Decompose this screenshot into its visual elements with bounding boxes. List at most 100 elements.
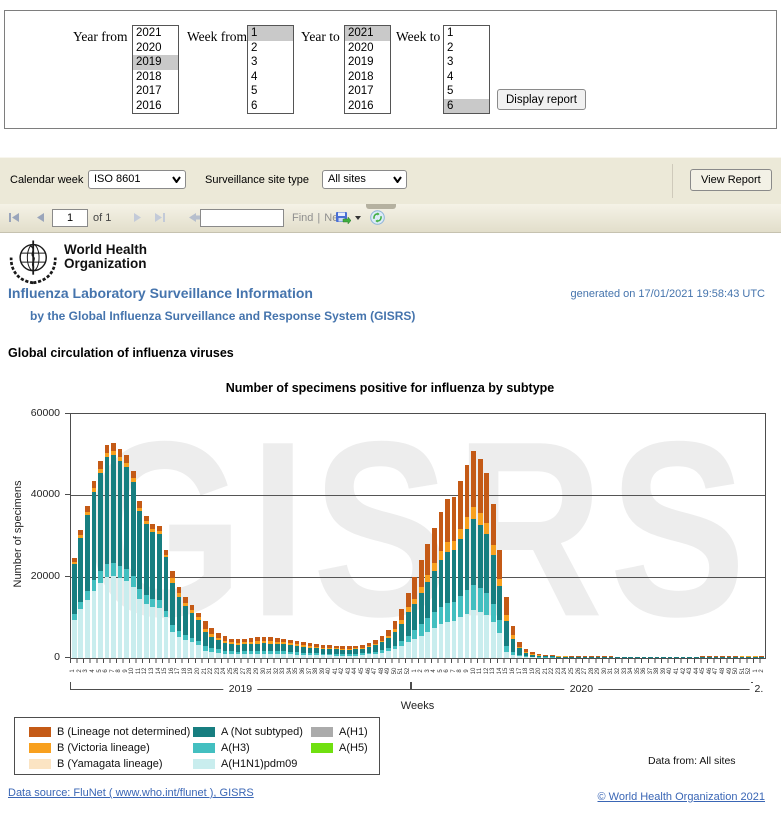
year-group-2.: 2. <box>749 682 769 695</box>
y-tick-label: 40000 <box>30 488 60 501</box>
week-from-option[interactable]: 3 <box>248 55 293 70</box>
who-logo <box>9 240 57 285</box>
legend-chip-h3 <box>193 743 215 753</box>
y-tick-mark <box>65 575 70 577</box>
copyright-link[interactable]: © World Health Organization 2021 <box>597 791 766 803</box>
first-page-icon[interactable] <box>8 211 22 224</box>
bar-week-24 <box>222 414 229 658</box>
year-from-option[interactable]: 2021 <box>133 26 178 41</box>
year-to-option[interactable]: 2016 <box>345 98 390 113</box>
week-to-option[interactable]: 4 <box>444 69 489 84</box>
search-input[interactable] <box>200 209 284 227</box>
week-tick-labels: 1 2 3 4 5 6 7 8 9 10 11 12 13 14 15 16 17 18 19 20 21 22 23 24 2… <box>70 664 766 679</box>
bar-week-74 <box>549 414 556 658</box>
week-from-option[interactable]: 6 <box>248 98 293 113</box>
bar-week-93 <box>673 414 680 658</box>
week-from-option[interactable]: 2 <box>248 40 293 55</box>
week-to-option[interactable]: 5 <box>444 84 489 99</box>
year-from-option[interactable]: 2016 <box>133 98 178 113</box>
week-to-option[interactable]: 2 <box>444 40 489 55</box>
week-from-label: Week from <box>187 29 248 44</box>
bar-week-99 <box>713 414 720 658</box>
bar-week-76 <box>562 414 569 658</box>
display-report-button[interactable]: Display report <box>497 89 586 110</box>
bar-week-88 <box>641 414 648 658</box>
view-report-button[interactable]: View Report <box>690 169 772 191</box>
bar-week-103 <box>739 414 746 658</box>
bar-week-38 <box>313 414 320 658</box>
year-from-listbox[interactable]: 2021 2020 2019 2018 2017 2016 <box>132 25 179 114</box>
bar-week-28 <box>248 414 255 658</box>
bar-week-57 <box>438 414 445 658</box>
find-link[interactable]: Find <box>292 212 314 224</box>
report-nav-toolbar: of 1 Find|Next <box>0 204 781 233</box>
bar-week-71 <box>529 414 536 658</box>
year-to-option[interactable]: 2020 <box>345 40 390 55</box>
calendar-week-dropdown[interactable]: ISO 8601 <box>88 170 186 189</box>
bar-week-21 <box>202 414 209 658</box>
bar-week-85 <box>621 414 628 658</box>
year-to-option[interactable]: 2017 <box>345 84 390 99</box>
site-type-dropdown[interactable]: All sites <box>322 170 407 189</box>
y-axis: 0 20000 40000 60000 <box>0 407 70 663</box>
year-to-option[interactable]: 2021 <box>345 26 390 41</box>
bar-week-95 <box>686 414 693 658</box>
bar-week-72 <box>536 414 543 658</box>
page-number-input[interactable] <box>52 209 88 227</box>
year-to-option[interactable]: 2019 <box>345 55 390 70</box>
bar-week-25 <box>228 414 235 658</box>
year-to-option[interactable]: 2018 <box>345 69 390 84</box>
bar-week-102 <box>732 414 739 658</box>
bar-week-59 <box>451 414 458 658</box>
legend-item: A (Not subtyped) <box>193 724 311 740</box>
last-page-icon[interactable] <box>152 211 166 224</box>
bar-week-67 <box>503 414 510 658</box>
next-page-icon[interactable] <box>130 211 144 224</box>
bar-week-31 <box>267 414 274 658</box>
week-from-option[interactable]: 4 <box>248 69 293 84</box>
splitter-handle[interactable] <box>366 204 396 209</box>
y-tick-mark <box>65 494 70 496</box>
bar-week-1 <box>71 414 78 658</box>
week-from-option[interactable]: 5 <box>248 84 293 99</box>
bar-week-23 <box>215 414 222 658</box>
bar-week-77 <box>569 414 576 658</box>
export-menu-caret-icon[interactable] <box>354 211 362 224</box>
refresh-icon[interactable] <box>370 210 385 225</box>
legend-item: B (Victoria lineage) <box>29 740 193 756</box>
export-icon[interactable] <box>335 211 351 224</box>
legend-label: A(H1N1)pdm09 <box>221 758 298 770</box>
who-name: World Health Organization <box>64 243 147 271</box>
data-source-link[interactable]: Data source: FluNet ( www.who.int/flunet… <box>8 787 254 799</box>
gridline <box>71 495 765 497</box>
legend-item: B (Yamagata lineage) <box>29 756 193 772</box>
bar-week-105 <box>752 414 759 658</box>
year-from-option[interactable]: 2018 <box>133 69 178 84</box>
year-from-option[interactable]: 2020 <box>133 40 178 55</box>
week-to-option[interactable]: 3 <box>444 55 489 70</box>
y-tick-mark <box>65 657 70 658</box>
back-to-parent-icon[interactable] <box>188 211 202 224</box>
bar-week-35 <box>294 414 301 658</box>
week-from-option[interactable]: 1 <box>248 26 293 41</box>
page-count-label: of 1 <box>93 212 112 224</box>
find-next-separator: | <box>317 212 321 224</box>
bar-week-70 <box>523 414 530 658</box>
bar-week-63 <box>477 414 484 658</box>
previous-page-icon[interactable] <box>34 211 48 224</box>
week-to-option[interactable]: 6 <box>444 98 489 113</box>
year-from-option[interactable]: 2017 <box>133 84 178 99</box>
bar-week-66 <box>497 414 504 658</box>
bar-week-8 <box>117 414 124 658</box>
legend-label: A(H1) <box>339 726 368 738</box>
generated-timestamp: generated on 17/01/2021 19:58:43 UTC <box>570 288 765 300</box>
year-to-listbox[interactable]: 2021 2020 2019 2018 2017 2016 <box>344 25 391 114</box>
bar-week-40 <box>326 414 333 658</box>
week-to-option[interactable]: 1 <box>444 26 489 41</box>
bar-week-30 <box>261 414 268 658</box>
year-group-2019: 2019 <box>70 682 411 695</box>
year-from-option[interactable]: 2019 <box>133 55 178 70</box>
bar-week-56 <box>431 414 438 658</box>
